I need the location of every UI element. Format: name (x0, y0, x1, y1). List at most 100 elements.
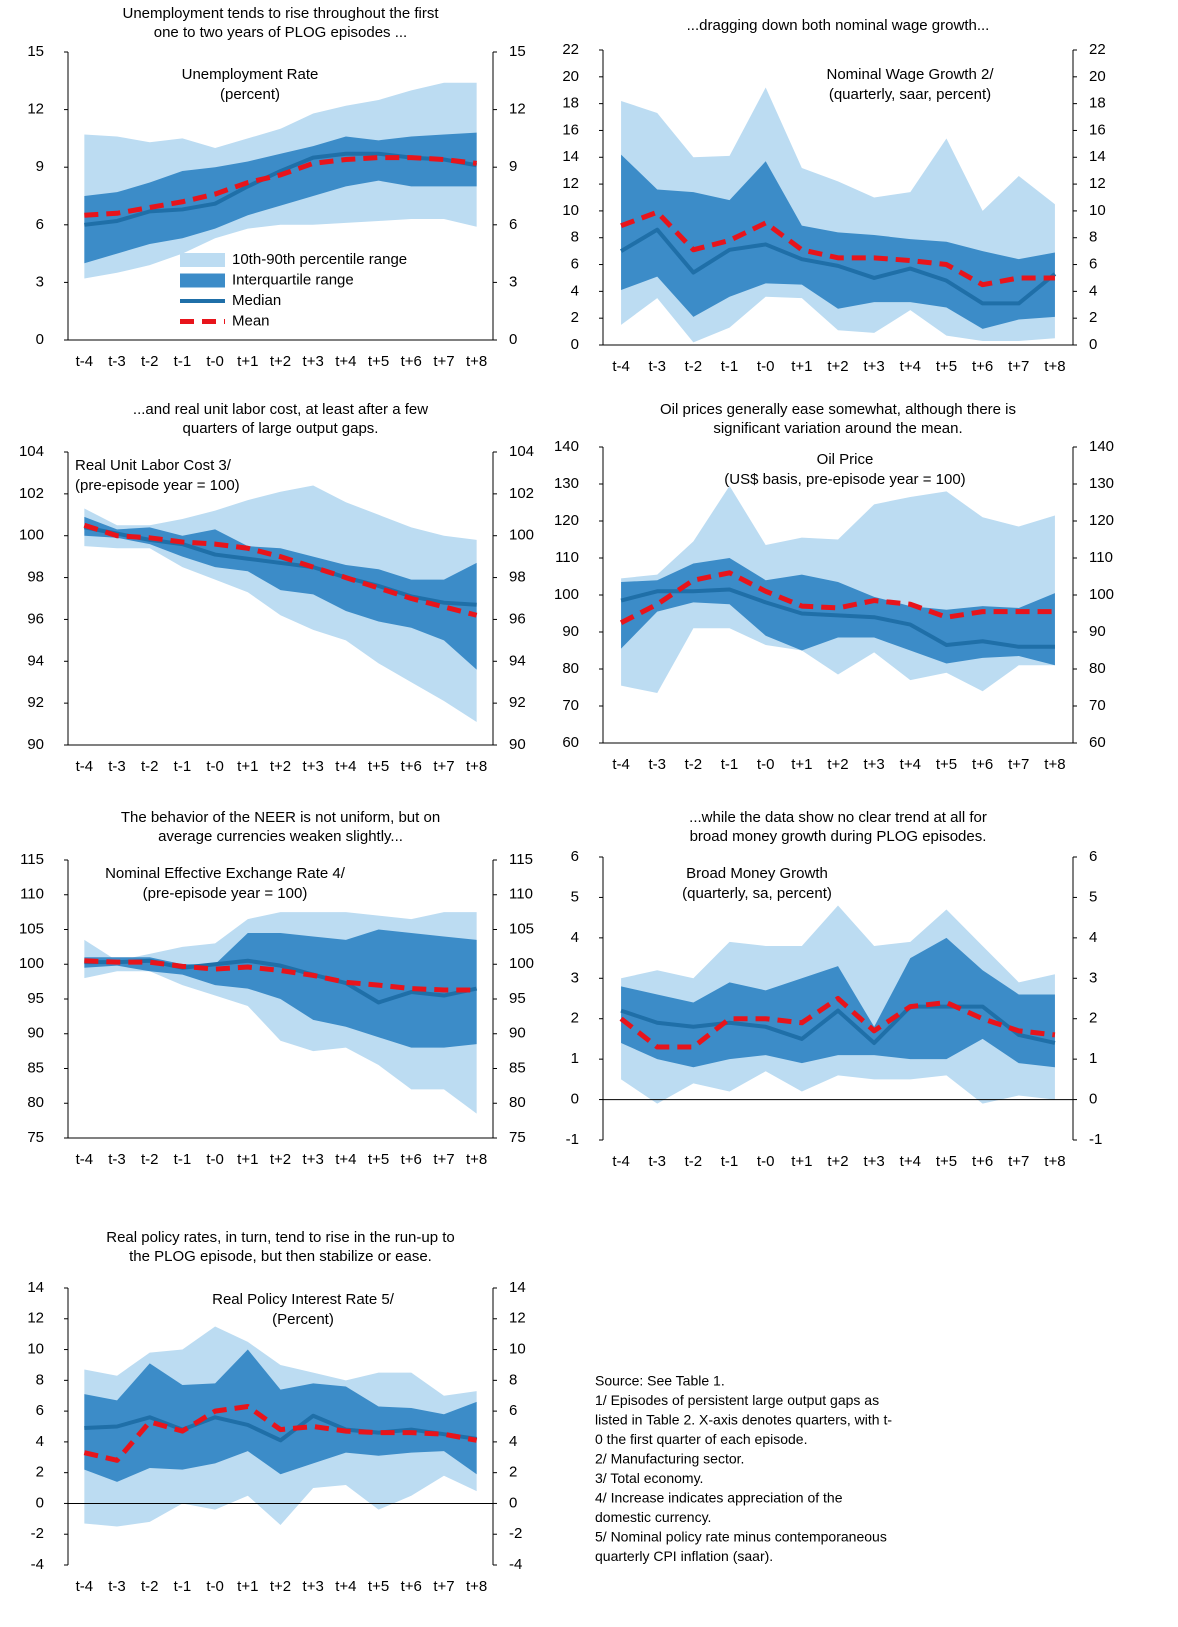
y-tick-label: 2 (571, 309, 579, 326)
y-tick-label: 10 (27, 1341, 44, 1358)
range-band (84, 1349, 477, 1482)
x-tick-label: t+5 (368, 353, 389, 370)
y2-tick-label: 14 (509, 1279, 526, 1296)
y-tick-label: 14 (562, 148, 579, 165)
y2-tick-label: 100 (1089, 586, 1114, 603)
panel-label: Real Unit Labor Cost 3/ (75, 457, 232, 474)
x-tick-label: t+4 (900, 756, 921, 773)
y2-tick-label: 90 (509, 736, 526, 753)
y-tick-label: 0 (36, 1494, 44, 1511)
y-tick-label: -1 (566, 1131, 579, 1148)
x-tick-label: t-2 (685, 756, 703, 773)
x-tick-label: t-3 (108, 1151, 126, 1168)
y2-tick-label: 105 (509, 920, 534, 937)
y-tick-label: 92 (27, 694, 44, 711)
x-tick-label: t+6 (972, 1153, 993, 1170)
y2-tick-label: 8 (1089, 229, 1097, 246)
legend-label: Interquartile range (232, 271, 354, 288)
footnote: listed in Table 2. X-axis denotes quarte… (595, 1412, 892, 1428)
y-tick-label: 100 (554, 586, 579, 603)
y-tick-label: 2 (571, 1010, 579, 1027)
x-tick-label: t+8 (466, 1578, 487, 1595)
x-tick-label: t+8 (466, 758, 487, 775)
x-tick-label: t-2 (141, 353, 159, 370)
chart-title: Oil prices generally ease somewhat, alth… (660, 401, 1016, 418)
y-tick-label: 6 (571, 848, 579, 865)
y2-tick-label: 5 (1089, 888, 1097, 905)
x-tick-label: t+4 (335, 758, 356, 775)
x-tick-label: t+7 (433, 1151, 454, 1168)
panel-label: (pre-episode year = 100) (75, 477, 240, 494)
x-tick-label: t-4 (76, 1578, 94, 1595)
y2-tick-label: 12 (509, 1310, 526, 1327)
x-tick-label: t+3 (864, 358, 885, 375)
y2-tick-label: 90 (509, 1025, 526, 1042)
x-tick-label: t+7 (433, 758, 454, 775)
y-tick-label: 6 (571, 256, 579, 273)
chart-title: ...and real unit labor cost, at least af… (133, 401, 428, 418)
y2-tick-label: 6 (1089, 848, 1097, 865)
y2-tick-label: 92 (509, 694, 526, 711)
y-tick-label: 115 (20, 851, 44, 868)
x-tick-label: t+5 (368, 1151, 389, 1168)
x-tick-label: t-4 (76, 1151, 94, 1168)
y-tick-label: 22 (562, 41, 579, 58)
y-tick-label: 110 (555, 549, 579, 566)
y2-tick-label: 4 (509, 1433, 517, 1450)
x-tick-label: t+2 (270, 758, 291, 775)
y2-tick-label: 100 (509, 955, 534, 972)
y-tick-label: 12 (27, 1310, 44, 1327)
y2-tick-label: 2 (1089, 1010, 1097, 1027)
x-tick-label: t-0 (206, 353, 224, 370)
y-tick-label: 80 (562, 660, 579, 677)
x-tick-label: t-2 (141, 758, 159, 775)
x-tick-label: t-0 (757, 358, 775, 375)
x-tick-label: t-3 (648, 1153, 666, 1170)
x-tick-label: t+1 (237, 1151, 258, 1168)
x-tick-label: t-1 (721, 358, 739, 375)
y2-tick-label: -1 (1089, 1131, 1102, 1148)
x-tick-label: t-2 (685, 358, 703, 375)
y-tick-label: 100 (19, 955, 44, 972)
y2-tick-label: 9 (509, 158, 517, 175)
y-tick-label: 140 (554, 438, 579, 455)
y-tick-label: 104 (19, 443, 44, 460)
y2-tick-label: 115 (509, 851, 533, 868)
y2-tick-label: 0 (1089, 1091, 1097, 1108)
legend-label: Mean (232, 312, 270, 329)
panel-label: Oil Price (817, 451, 874, 468)
x-tick-label: t+4 (335, 1578, 356, 1595)
x-tick-label: t+8 (1044, 1153, 1065, 1170)
y2-tick-label: 110 (1089, 549, 1113, 566)
chart-title: average currencies weaken slightly... (158, 828, 403, 845)
y-tick-label: 80 (27, 1094, 44, 1111)
y-tick-label: 110 (20, 886, 44, 903)
chart-title: the PLOG episode, but then stabilize or … (129, 1248, 432, 1265)
y2-tick-label: 100 (509, 527, 534, 544)
chart-title: significant variation around the mean. (713, 420, 962, 437)
chart-title: Unemployment tends to rise throughout th… (123, 5, 440, 22)
y-tick-label: 85 (27, 1059, 44, 1076)
y2-tick-label: 20 (1089, 68, 1106, 85)
footnote: quarterly CPI inflation (saar). (595, 1548, 773, 1564)
y2-tick-label: 18 (1089, 95, 1106, 112)
y-tick-label: 90 (27, 1025, 44, 1042)
x-tick-label: t+6 (401, 1151, 422, 1168)
y2-tick-label: 70 (1089, 697, 1106, 714)
y-tick-label: 90 (27, 736, 44, 753)
y-tick-label: 15 (27, 43, 44, 60)
y-tick-label: 95 (27, 990, 44, 1007)
chart-title: one to two years of PLOG episodes ... (154, 24, 407, 41)
y-tick-label: 16 (562, 121, 579, 138)
y-tick-label: 8 (36, 1371, 44, 1388)
y-tick-label: 5 (571, 888, 579, 905)
x-tick-label: t-3 (108, 353, 126, 370)
x-tick-label: t-3 (108, 1578, 126, 1595)
y-tick-label: 0 (571, 336, 579, 353)
y-tick-label: 4 (571, 929, 579, 946)
x-tick-label: t+7 (433, 1578, 454, 1595)
range-band (84, 929, 477, 1048)
x-tick-label: t+8 (1044, 756, 1065, 773)
y-tick-label: 9 (36, 158, 44, 175)
